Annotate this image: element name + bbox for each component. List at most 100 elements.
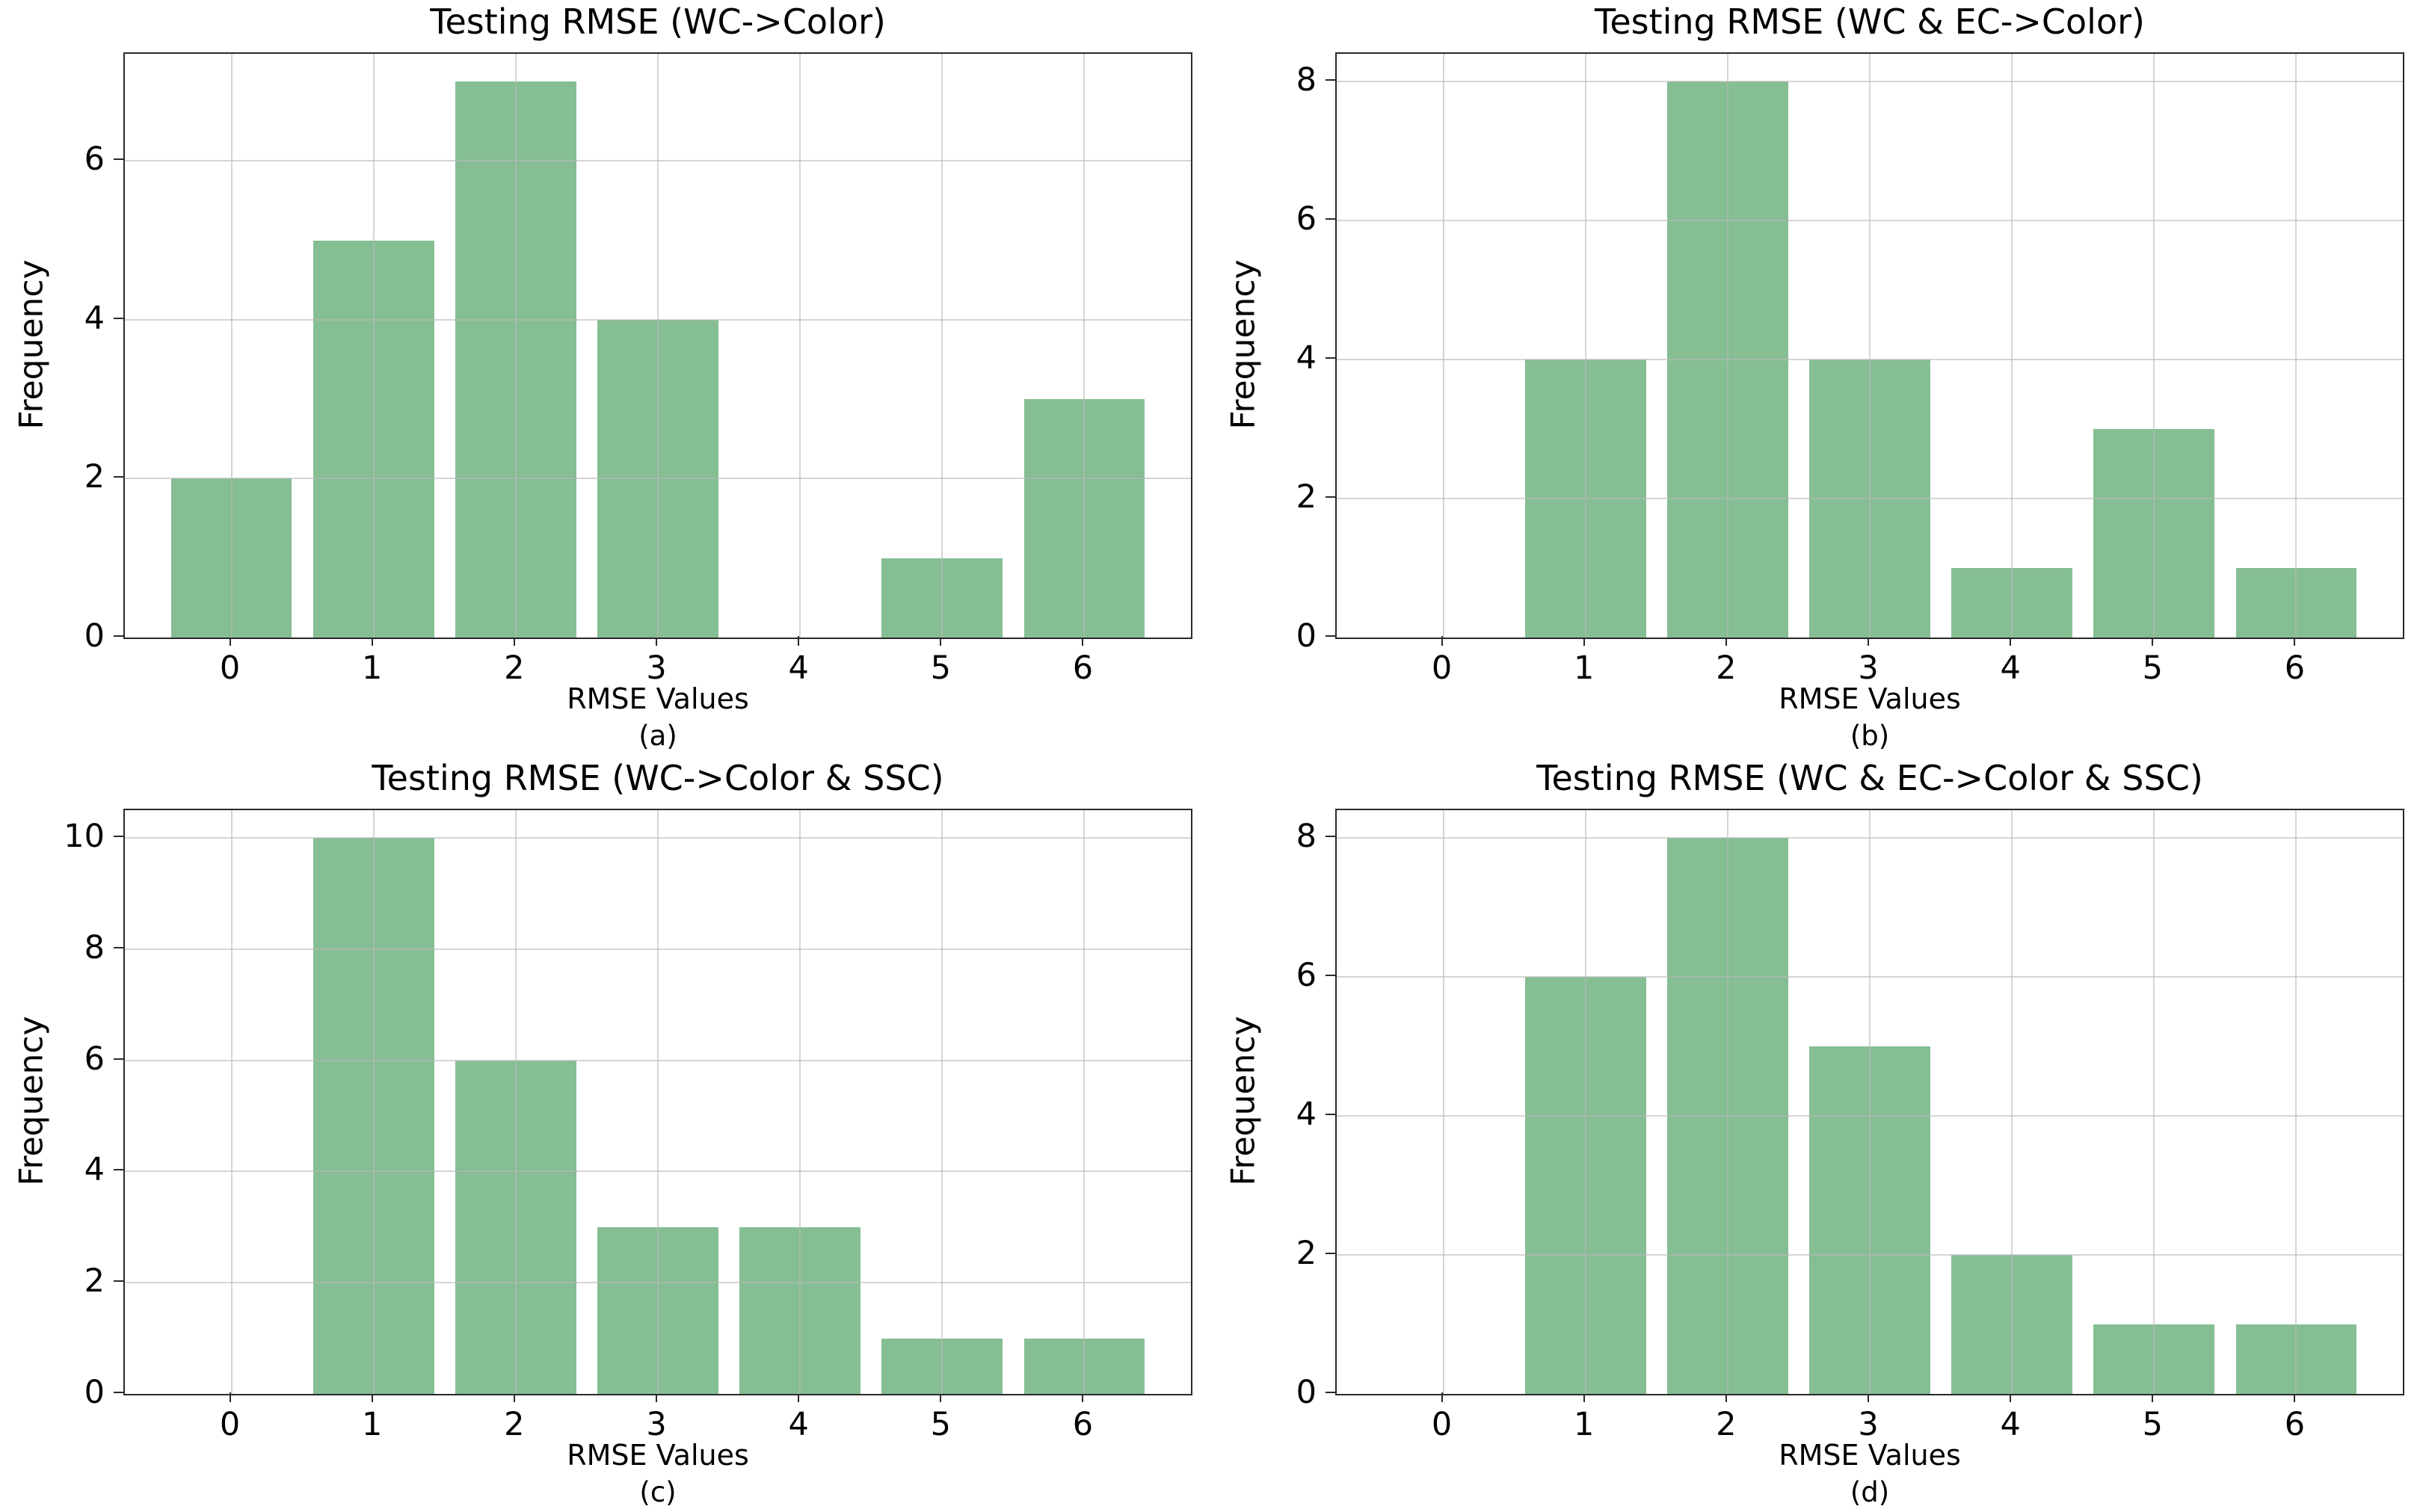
- gridline-vertical: [2153, 54, 2155, 638]
- y-tick-label: 6: [84, 141, 105, 179]
- x-tick-mark: [1868, 1392, 1869, 1402]
- gridline-horizontal: [1337, 976, 2403, 978]
- y-tick-mark: [114, 476, 123, 478]
- y-tick-label: 0: [84, 617, 105, 655]
- y-tick-mark: [1326, 1253, 1335, 1255]
- x-tick-label: 4: [788, 649, 809, 687]
- y-axis-label: Frequency: [1224, 259, 1263, 430]
- gridline-horizontal: [1337, 1254, 2403, 1256]
- gridline-horizontal: [125, 837, 1191, 839]
- x-tick-mark: [2294, 1392, 2296, 1402]
- x-tick-mark: [798, 636, 800, 646]
- x-tick-mark: [940, 1392, 942, 1402]
- y-tick-label: 2: [84, 458, 105, 496]
- gridline-vertical: [941, 54, 943, 638]
- gridline-horizontal: [125, 1282, 1191, 1284]
- subplot-caption: (c): [639, 1476, 677, 1508]
- x-tick-label: 3: [646, 649, 667, 687]
- x-tick-label: 0: [219, 1406, 241, 1443]
- gridline-vertical: [1083, 54, 1086, 638]
- gridline-vertical: [1442, 810, 1444, 1394]
- gridline-vertical: [799, 810, 801, 1394]
- y-tick-mark: [114, 635, 123, 637]
- x-axis-label: RMSE Values: [1779, 1439, 1961, 1472]
- gridline-vertical: [230, 54, 233, 638]
- gridline-vertical: [1584, 54, 1586, 638]
- x-tick-mark: [513, 636, 515, 646]
- x-tick-mark: [513, 1392, 515, 1402]
- x-tick-label: 6: [1072, 649, 1094, 687]
- chart-title: Testing RMSE (WC & EC->Color): [1595, 1, 2145, 42]
- y-tick-mark: [114, 1169, 123, 1171]
- gridline-horizontal: [1337, 498, 2403, 500]
- gridline-vertical: [372, 810, 375, 1394]
- x-tick-mark: [1583, 636, 1585, 646]
- y-tick-label: 6: [1296, 957, 1317, 995]
- x-tick-label: 2: [1716, 649, 1737, 687]
- plot-area: [123, 809, 1192, 1395]
- gridline-horizontal: [125, 1059, 1191, 1061]
- x-tick-label: 4: [2000, 649, 2021, 687]
- gridline-horizontal: [1337, 220, 2403, 222]
- x-tick-label: 0: [219, 649, 241, 687]
- subplot-b: Testing RMSE (WC & EC->Color) RMSE Value…: [1212, 0, 2423, 756]
- gridline-vertical: [230, 810, 233, 1394]
- gridline-vertical: [2011, 810, 2013, 1394]
- x-tick-mark: [2152, 1392, 2154, 1402]
- gridline-vertical: [2295, 54, 2297, 638]
- gridline-vertical: [799, 54, 801, 638]
- x-tick-mark: [1725, 636, 1727, 646]
- gridline-vertical: [514, 810, 517, 1394]
- x-tick-label: 1: [362, 649, 383, 687]
- y-tick-label: 2: [1296, 1235, 1317, 1273]
- chart-title: Testing RMSE (WC & EC->Color & SSC): [1536, 758, 2203, 798]
- x-axis-label: RMSE Values: [567, 682, 749, 715]
- x-tick-label: 4: [2000, 1406, 2021, 1443]
- gridline-vertical: [1083, 810, 1086, 1394]
- y-tick-label: 0: [1296, 1374, 1317, 1411]
- x-tick-mark: [1441, 1392, 1443, 1402]
- x-tick-label: 1: [362, 1406, 383, 1443]
- x-tick-label: 2: [504, 1406, 525, 1443]
- y-tick-mark: [1326, 1114, 1335, 1116]
- gridline-vertical: [2153, 810, 2155, 1394]
- y-tick-mark: [114, 836, 123, 838]
- x-tick-mark: [1725, 1392, 1727, 1402]
- gridline-horizontal: [125, 318, 1191, 321]
- y-tick-mark: [1326, 357, 1335, 360]
- x-tick-label: 0: [1431, 649, 1453, 687]
- gridline-vertical: [514, 54, 517, 638]
- y-tick-mark: [114, 946, 123, 948]
- chart-title: Testing RMSE (WC->Color): [430, 1, 886, 42]
- plot-area: [1335, 809, 2404, 1395]
- y-tick-label: 8: [84, 928, 105, 966]
- y-tick-mark: [114, 317, 123, 319]
- gridline-vertical: [1869, 54, 1871, 638]
- gridline-vertical: [1726, 810, 1728, 1394]
- y-tick-label: 8: [1296, 61, 1317, 99]
- x-tick-label: 2: [504, 649, 525, 687]
- x-tick-mark: [656, 636, 657, 646]
- y-tick-label: 8: [1296, 818, 1317, 856]
- gridline-horizontal: [1337, 837, 2403, 839]
- x-axis-label: RMSE Values: [567, 1439, 749, 1472]
- y-tick-label: 6: [1296, 200, 1317, 238]
- gridline-horizontal: [125, 478, 1191, 480]
- gridline-vertical: [941, 810, 943, 1394]
- x-tick-label: 6: [2284, 1406, 2306, 1443]
- gridline-vertical: [1869, 810, 1871, 1394]
- x-tick-label: 3: [646, 1406, 667, 1443]
- y-tick-mark: [114, 158, 123, 161]
- y-tick-mark: [1326, 79, 1335, 81]
- y-tick-label: 6: [84, 1040, 105, 1078]
- x-tick-label: 3: [1858, 649, 1879, 687]
- x-tick-label: 0: [1431, 1406, 1453, 1443]
- y-tick-mark: [1326, 635, 1335, 637]
- x-axis-label: RMSE Values: [1779, 682, 1961, 715]
- x-tick-mark: [2294, 636, 2296, 646]
- y-tick-mark: [1326, 836, 1335, 838]
- y-tick-mark: [114, 1392, 123, 1393]
- y-tick-mark: [1326, 218, 1335, 220]
- subplot-c: Testing RMSE (WC->Color & SSC) RMSE Valu…: [0, 756, 1211, 1512]
